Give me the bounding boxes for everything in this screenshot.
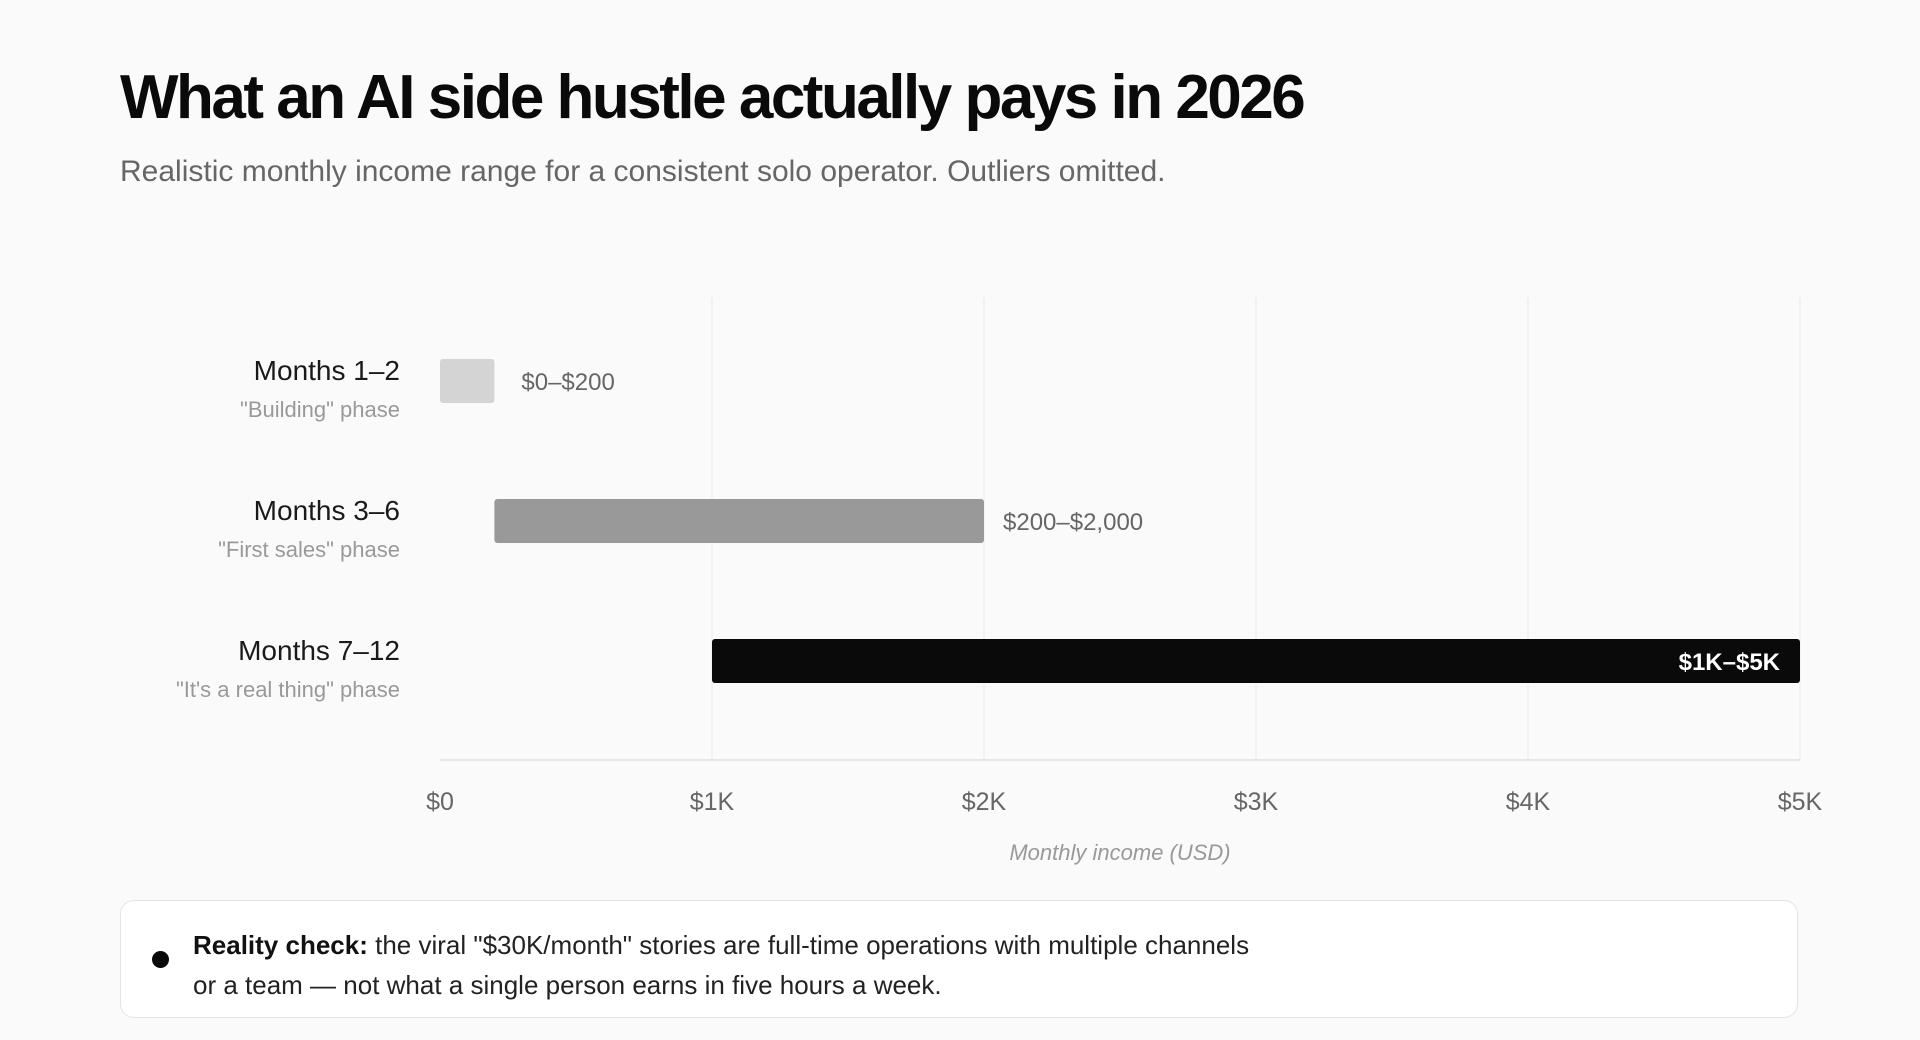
bars bbox=[440, 359, 1800, 683]
labels: $0 $1K $2K $3K $4K $5K Months 1–2 "Building" ph… bbox=[176, 355, 1823, 816]
income-range-chart: $0 $1K $2K $3K $4K $5K Months 1–2 "Building" ph… bbox=[176, 298, 1823, 865]
bullet-icon bbox=[152, 951, 169, 968]
reality-check-callout: Reality check: the viral "$30K/month" st… bbox=[120, 900, 1798, 1018]
x-tick-label: $1K bbox=[690, 788, 735, 816]
category-sublabel: "First sales" phase bbox=[218, 537, 400, 562]
category-label: Months 1–2 bbox=[254, 355, 400, 386]
range-bar bbox=[440, 359, 495, 403]
category-sublabel: "Building" phase bbox=[240, 397, 400, 422]
range-value-label: $1K–$5K bbox=[1679, 649, 1781, 676]
range-bar bbox=[712, 639, 1800, 683]
range-bar bbox=[494, 499, 984, 543]
x-tick-label: $2K bbox=[962, 788, 1007, 816]
callout-label: Reality check: bbox=[193, 930, 368, 960]
x-tick-label: $3K bbox=[1234, 788, 1279, 816]
x-tick-label: $0 bbox=[426, 788, 454, 816]
category-label: Months 3–6 bbox=[254, 495, 400, 526]
page-subtitle: Realistic monthly income range for a con… bbox=[120, 155, 1166, 188]
x-tick-label: $5K bbox=[1778, 788, 1823, 816]
category-sublabel: "It's a real thing" phase bbox=[176, 677, 400, 702]
callout-text: Reality check: the viral "$30K/month" st… bbox=[193, 925, 1273, 1005]
x-tick-label: $4K bbox=[1506, 788, 1551, 816]
page-title: What an AI side hustle actually pays in … bbox=[120, 63, 1306, 132]
category-label: Months 7–12 bbox=[238, 635, 400, 666]
range-value-label: $200–$2,000 bbox=[1003, 509, 1143, 536]
range-value-label: $0–$200 bbox=[521, 369, 614, 396]
x-axis-title: Monthly income (USD) bbox=[1009, 840, 1230, 865]
callout-body: the viral "$30K/month" stories are full-… bbox=[193, 930, 1250, 1000]
